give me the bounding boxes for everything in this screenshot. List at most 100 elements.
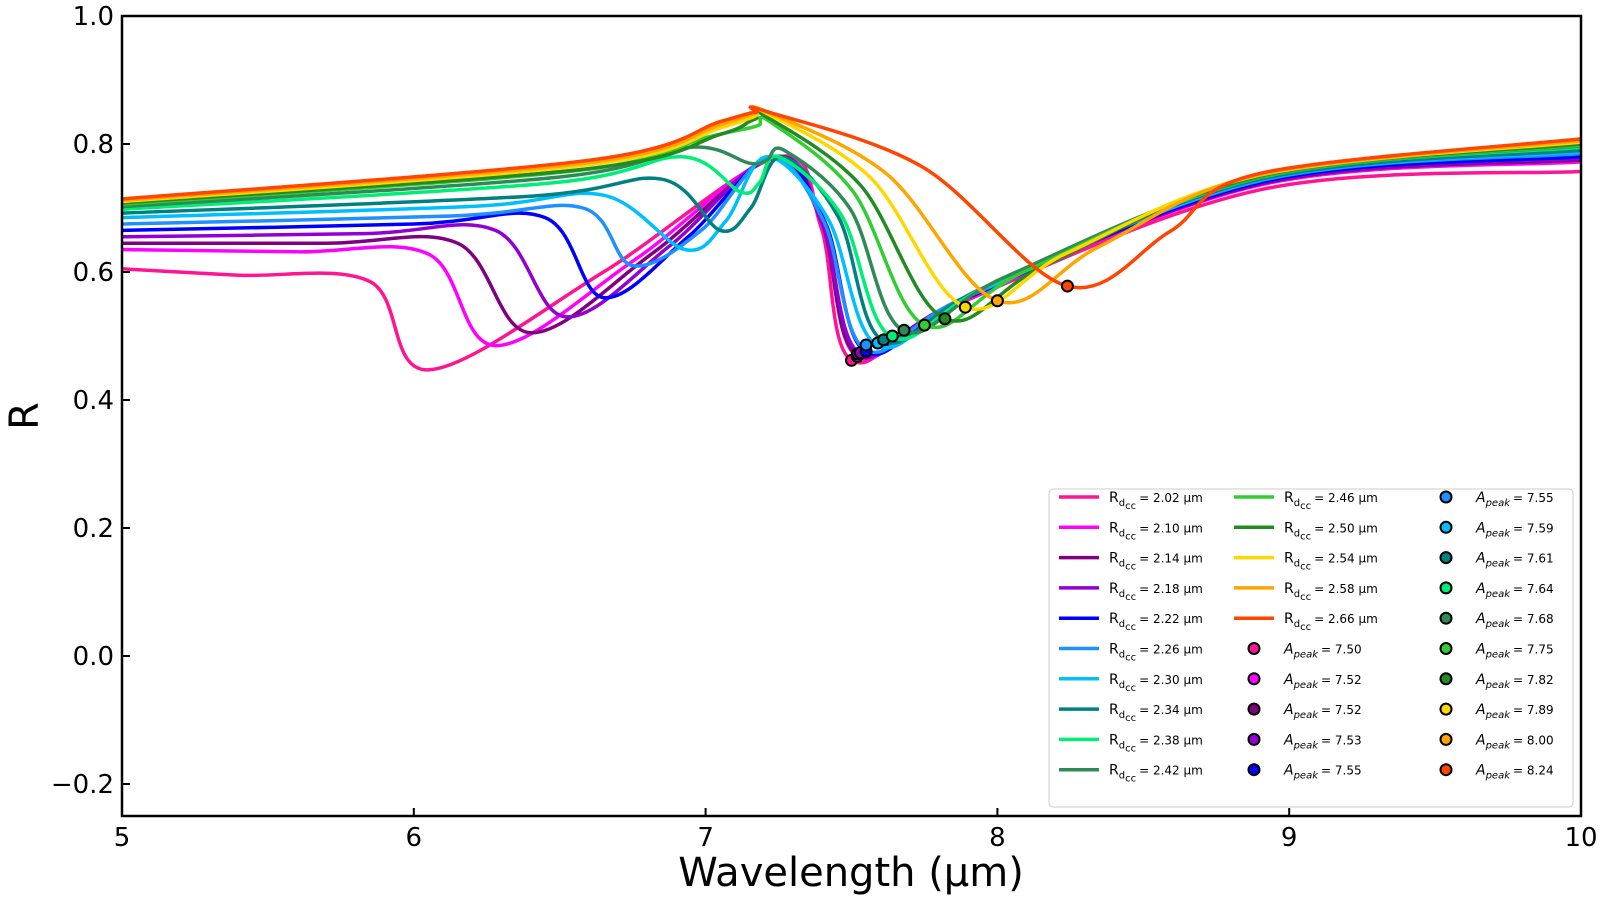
legend-entry-label: Rdcc= 2.14 μm <box>1109 551 1203 573</box>
legend-label-main: A <box>1475 490 1486 506</box>
legend-swatch-marker <box>1439 520 1453 534</box>
legend-label-value: = 2.18 μm <box>1139 582 1203 596</box>
legend-label-main: R <box>1109 611 1119 627</box>
legend-label-subsub: cc <box>1125 531 1136 542</box>
y-tick-label: 0.2 <box>73 514 114 544</box>
legend-label-main: A <box>1283 763 1294 779</box>
plot-frame <box>120 14 1583 818</box>
peak-marker-14 <box>990 294 1004 308</box>
legend-swatch-marker <box>1439 551 1453 565</box>
x-tick-label: 8 <box>989 823 1006 853</box>
legend-label-sub: peak <box>1293 740 1320 751</box>
y-axis-ticks: −0.2 0.0 0.2 0.4 0.6 0.8 1.0 <box>51 2 130 800</box>
legend-label-main: R <box>1109 763 1119 779</box>
peak-marker-10 <box>897 323 911 337</box>
legend-label-sub: d <box>1294 619 1300 630</box>
legend-label-value: = 7.82 <box>1513 673 1554 687</box>
legend-label-subsub: cc <box>1125 653 1136 664</box>
legend-label-main: A <box>1283 732 1294 748</box>
legend-label-sub: peak <box>1293 771 1320 782</box>
legend-label-subsub: cc <box>1125 713 1136 724</box>
legend-entry-label: Apeak = 8.24 <box>1475 763 1554 782</box>
legend-label-value: = 2.34 μm <box>1139 703 1203 717</box>
legend-label-value: = 7.53 <box>1321 733 1362 747</box>
legend-label-main: A <box>1475 520 1486 536</box>
legend-label-value: = 7.55 <box>1513 491 1554 505</box>
legend-label-sub: d <box>1294 528 1300 539</box>
legend-label-main: A <box>1475 732 1486 748</box>
legend-entry-label: Apeak = 7.89 <box>1475 702 1554 721</box>
x-axis-ticks: 5 6 7 8 9 10 <box>114 808 1598 853</box>
legend-label-subsub: cc <box>1300 531 1311 542</box>
legend-entry-label: Rdcc= 2.54 μm <box>1284 551 1378 573</box>
legend-entry-label: Apeak = 7.50 <box>1283 642 1362 661</box>
legend-entry-label: Apeak = 7.52 <box>1283 702 1362 721</box>
legend-label-main: R <box>1109 520 1119 536</box>
legend-label-subsub: cc <box>1125 501 1136 512</box>
legend-entry-label: Apeak = 7.82 <box>1475 672 1554 691</box>
legend-entry-label: Rdcc= 2.50 μm <box>1284 520 1378 542</box>
legend-label-sub: peak <box>1485 771 1512 782</box>
legend-entry-label: Rdcc= 2.10 μm <box>1109 520 1203 542</box>
legend-label-main: R <box>1109 581 1119 597</box>
legend-swatch-marker <box>1247 732 1261 746</box>
y-tick-label: 0.8 <box>73 130 114 160</box>
peak-marker-9 <box>885 329 899 343</box>
legend-label-value: = 8.24 <box>1513 764 1554 778</box>
legend-label-value: = 2.58 μm <box>1314 582 1378 596</box>
legend-label-subsub: cc <box>1300 501 1311 512</box>
legend-label-main: A <box>1475 611 1486 627</box>
legend-entry-label: Rdcc= 2.02 μm <box>1109 490 1203 512</box>
legend-label-sub: d <box>1119 498 1125 509</box>
legend-entry-label: Rdcc= 2.46 μm <box>1284 490 1378 512</box>
legend-label-value: = 7.89 <box>1513 703 1554 717</box>
legend-label-value: = 7.59 <box>1513 521 1554 535</box>
legend-entry-label: Rdcc= 2.30 μm <box>1109 672 1203 694</box>
legend-entry-label: Apeak = 7.55 <box>1475 490 1554 509</box>
legend-swatch-marker <box>1247 763 1261 777</box>
legend-label-subsub: cc <box>1300 622 1311 633</box>
peak-marker-12 <box>938 312 952 326</box>
legend-entry-label: Apeak = 7.59 <box>1475 520 1554 539</box>
legend-swatch-marker <box>1247 672 1261 686</box>
legend-label-subsub: cc <box>1125 774 1136 785</box>
legend-label-value: = 7.50 <box>1321 643 1362 657</box>
legend-label-main: R <box>1109 490 1119 506</box>
y-tick-label: 1.0 <box>73 2 114 32</box>
legend-entry-label: Rdcc= 2.66 μm <box>1284 611 1378 633</box>
legend-swatch-marker <box>1439 672 1453 686</box>
legend-label-main: R <box>1284 490 1294 506</box>
legend-entry-label: Apeak = 7.61 <box>1475 551 1554 570</box>
legend-label-main: A <box>1283 672 1294 688</box>
y-tick-label: 0.6 <box>73 258 114 288</box>
legend-entry-label: Rdcc= 2.42 μm <box>1109 763 1203 785</box>
legend-label-value: = 7.52 <box>1321 703 1362 717</box>
legend-entry-label: Apeak = 8.00 <box>1475 732 1554 751</box>
x-tick-label: 10 <box>1564 823 1597 853</box>
x-tick-label: 5 <box>114 823 131 853</box>
peak-marker-6 <box>859 338 873 352</box>
x-axis-title: Wavelength (μm) <box>678 850 1024 896</box>
legend-swatch-marker <box>1439 702 1453 716</box>
legend-label-sub: d <box>1119 680 1125 691</box>
x-tick-label: 6 <box>406 823 423 853</box>
legend-label-main: R <box>1284 551 1294 567</box>
legend-label-sub: peak <box>1485 559 1512 570</box>
legend-label-value: = 2.14 μm <box>1139 552 1203 566</box>
legend-label-sub: d <box>1119 740 1125 751</box>
legend-label-main: A <box>1475 672 1486 688</box>
legend-label-main: A <box>1475 763 1486 779</box>
legend-label-main: R <box>1284 520 1294 536</box>
legend-label-sub: peak <box>1293 650 1320 661</box>
legend-entry-label: Apeak = 7.75 <box>1475 642 1554 661</box>
legend-label-main: R <box>1284 611 1294 627</box>
legend-label-value: = 7.55 <box>1321 764 1362 778</box>
legend-label-value: = 2.26 μm <box>1139 643 1203 657</box>
legend-label-subsub: cc <box>1125 683 1136 694</box>
legend-label-sub: d <box>1119 771 1125 782</box>
legend-label-value: = 2.30 μm <box>1139 673 1203 687</box>
legend-label-sub: d <box>1119 619 1125 630</box>
legend-label-value: = 2.66 μm <box>1314 612 1378 626</box>
series-line-14 <box>122 104 1581 305</box>
